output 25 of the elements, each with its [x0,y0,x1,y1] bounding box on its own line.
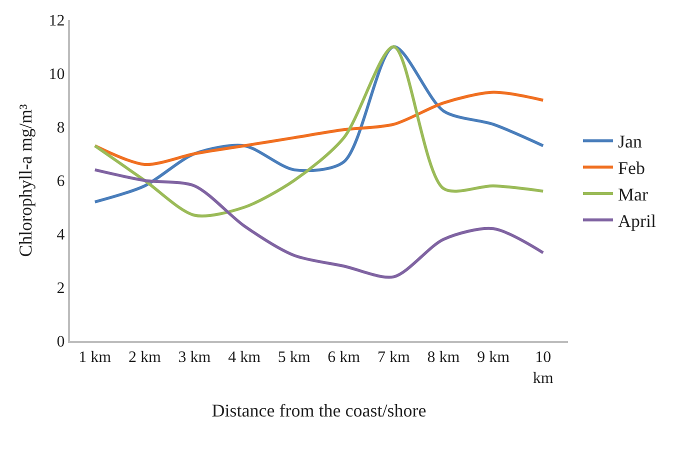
x-tick-label: 8 km [427,349,460,366]
y-tick-label: 8 [56,120,65,137]
y-tick-label: 6 [56,173,65,190]
x-tick-label: 7 km [377,349,410,366]
x-tick-label: 5 km [278,349,311,366]
y-tick-label: 10 [48,66,65,84]
x-tick-label: 4 km [228,349,262,366]
x-tick-label: 6 km [328,349,361,366]
y-tick-label: 2 [56,280,65,298]
x-tick-label: 10 km [532,349,554,387]
y-tick-label: 0 [56,334,65,351]
x-tick-label: 2 km [128,349,162,366]
x-tick-label: 3 km [178,349,212,366]
legend-label: April [618,210,656,231]
y-tick-label: 12 [48,12,65,30]
x-axis-title: Distance from the coast/shore [212,400,426,421]
y-tick-label: 4 [56,226,65,244]
line-series [93,168,545,279]
legend-label: Jan [618,132,642,152]
legend-label: Feb [618,158,645,178]
line-series [93,90,545,166]
x-tick-label: 9 km [477,349,510,366]
y-axis-title: Chlorophyll-a mg/m³ [16,103,36,257]
x-tick-label: 1 km [78,349,112,366]
legend-label: Mar [618,184,648,205]
